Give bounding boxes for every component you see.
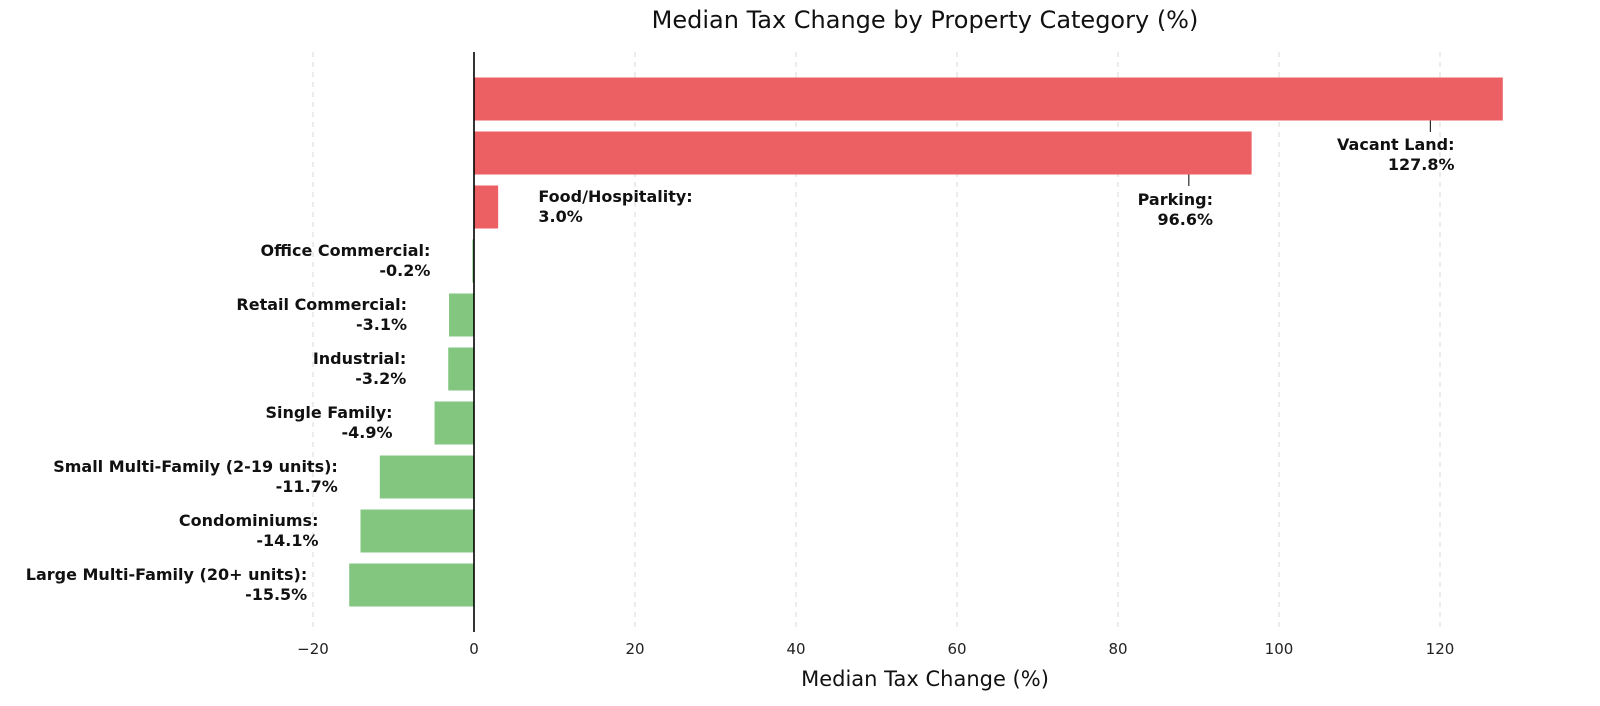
data-label-category: Office Commercial:	[261, 241, 431, 260]
chart-title: Median Tax Change by Property Category (…	[652, 6, 1199, 34]
tick-layer: −20 0 20 40 60 80 100 120	[297, 640, 1454, 658]
label-layer: Vacant Land: 127.8% Parking: 96.6% Food/Hosp…	[26, 120, 1454, 604]
data-label-category: Small Multi-Family (2-19 units):	[53, 457, 338, 476]
data-label-value: 3.0%	[538, 207, 582, 226]
x-tick-label: 60	[947, 640, 966, 658]
data-label: Vacant Land: 127.8%	[1337, 135, 1454, 174]
x-tick-label: 20	[625, 640, 644, 658]
data-label: Small Multi-Family (2-19 units): -11.7%	[53, 457, 338, 496]
data-label: Condominiums: -14.1%	[179, 511, 319, 550]
grid-layer	[312, 52, 1441, 632]
data-label-value: 127.8%	[1388, 155, 1455, 174]
data-label-value: -11.7%	[276, 477, 338, 496]
data-label-value: -15.5%	[245, 585, 307, 604]
bar	[379, 455, 474, 499]
x-tick-label: 80	[1108, 640, 1127, 658]
data-label: Food/Hospitality: 3.0%	[538, 187, 692, 226]
bar	[349, 563, 474, 607]
data-label: Single Family: -4.9%	[266, 403, 393, 442]
data-label: Parking: 96.6%	[1138, 190, 1213, 229]
x-axis-label: Median Tax Change (%)	[801, 667, 1049, 691]
x-tick-label: −20	[297, 640, 329, 658]
bar	[434, 401, 474, 445]
data-label-category: Retail Commercial:	[236, 295, 407, 314]
data-label-category: Food/Hospitality:	[538, 187, 692, 206]
data-label: Retail Commercial: -3.1%	[236, 295, 407, 334]
bar	[472, 239, 474, 283]
bar	[360, 509, 474, 553]
data-label-value: -3.2%	[355, 369, 406, 388]
data-label-category: Large Multi-Family (20+ units):	[26, 565, 307, 584]
bar	[448, 347, 474, 391]
data-label-value: -14.1%	[256, 531, 318, 550]
bar	[449, 293, 474, 337]
x-tick-label: 0	[469, 640, 479, 658]
data-label-value: -0.2%	[379, 261, 430, 280]
bar	[474, 77, 1503, 121]
data-label: Industrial: -3.2%	[313, 349, 406, 388]
x-tick-label: 100	[1265, 640, 1294, 658]
bar	[474, 185, 499, 229]
data-label-category: Vacant Land:	[1337, 135, 1454, 154]
data-label-category: Single Family:	[266, 403, 393, 422]
data-label-category: Industrial:	[313, 349, 406, 368]
data-label: Office Commercial: -0.2%	[261, 241, 431, 280]
data-label-value: -4.9%	[342, 423, 393, 442]
bar	[474, 131, 1252, 175]
data-label: Large Multi-Family (20+ units): -15.5%	[26, 565, 307, 604]
bar-layer	[349, 77, 1503, 607]
x-tick-label: 120	[1426, 640, 1455, 658]
x-tick-label: 40	[786, 640, 805, 658]
data-label-category: Condominiums:	[179, 511, 319, 530]
data-label-category: Parking:	[1138, 190, 1213, 209]
data-label-value: 96.6%	[1157, 210, 1213, 229]
data-label-value: -3.1%	[356, 315, 407, 334]
